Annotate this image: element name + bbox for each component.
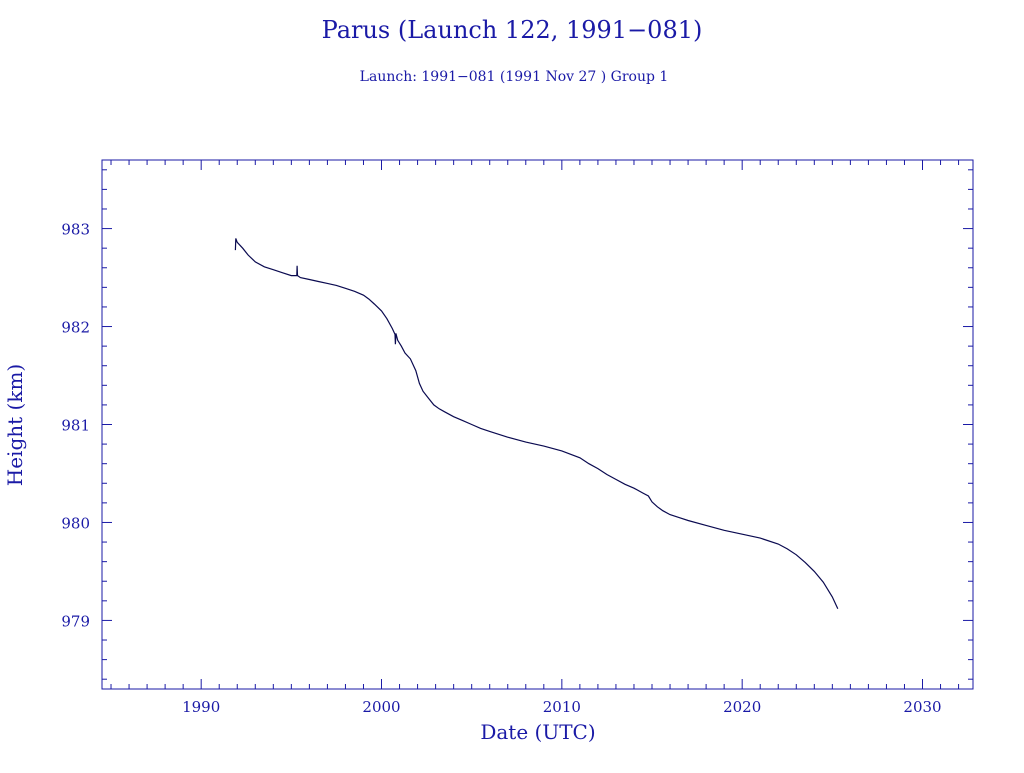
axis-ticks: [102, 160, 973, 689]
y-tick-label: 981: [61, 417, 90, 435]
y-tick-label: 982: [61, 319, 90, 337]
x-tick-label: 2030: [903, 698, 941, 716]
chart-title: Parus (Launch 122, 1991−081): [322, 16, 703, 44]
y-tick-label: 983: [61, 221, 90, 239]
x-axis-label: Date (UTC): [480, 720, 595, 744]
x-tick-label: 2000: [362, 698, 400, 716]
chart-subtitle: Launch: 1991−081 (1991 Nov 27 ) Group 1: [360, 69, 669, 85]
x-tick-label: 2020: [723, 698, 761, 716]
y-tick-label: 980: [61, 514, 90, 532]
x-tick-label: 1990: [182, 698, 220, 716]
y-axis-label: Height (km): [3, 364, 27, 486]
y-tick-label: 979: [61, 612, 90, 630]
tick-labels: 1990 2000 2010 2020 2030 979 980 981 982 983: [61, 221, 941, 716]
x-tick-label: 2010: [543, 698, 581, 716]
series-line: [234, 238, 839, 609]
plot-frame: [101, 159, 974, 690]
